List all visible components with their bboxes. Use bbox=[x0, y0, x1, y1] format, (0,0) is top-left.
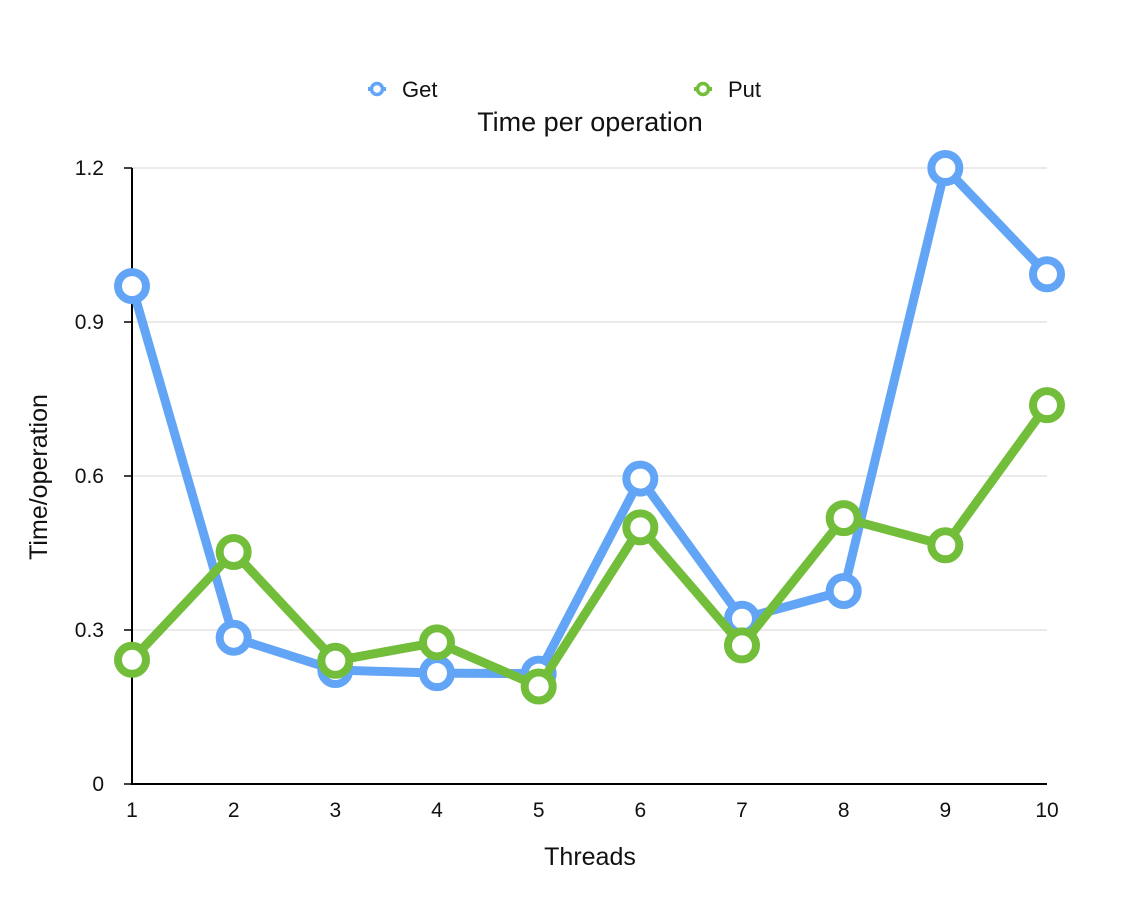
x-tick-label: 9 bbox=[939, 799, 951, 822]
data-point bbox=[724, 627, 760, 664]
legend-item-put: Put bbox=[694, 77, 761, 102]
x-tick-label: 2 bbox=[228, 799, 240, 822]
legend: Get Put bbox=[368, 77, 761, 102]
data-point bbox=[825, 572, 862, 609]
x-axis-ticks: 1 2 3 4 5 6 7 8 9 10 bbox=[126, 799, 1059, 822]
y-tick-label: 0.3 bbox=[75, 619, 104, 642]
series-layer bbox=[114, 150, 1065, 705]
series-line-put bbox=[127, 400, 1052, 691]
data-point bbox=[419, 624, 455, 661]
y-tick-label: 0.9 bbox=[75, 311, 104, 334]
data-point bbox=[1029, 256, 1065, 293]
data-point bbox=[419, 655, 455, 692]
data-point bbox=[927, 150, 964, 186]
x-tick-label: 8 bbox=[838, 799, 850, 822]
legend-item-get: Get bbox=[368, 77, 437, 102]
y-tick-label: 1.2 bbox=[75, 157, 104, 180]
x-tick-label: 5 bbox=[533, 799, 545, 822]
data-point bbox=[114, 268, 150, 305]
y-axis-ticks: 0 0.3 0.6 0.9 1.2 bbox=[75, 157, 132, 796]
x-tick-label: 3 bbox=[329, 799, 341, 822]
x-tick-label: 6 bbox=[634, 799, 646, 822]
chart-title: Time per operation bbox=[477, 107, 703, 137]
data-point bbox=[317, 642, 354, 679]
gridlines bbox=[132, 167, 1047, 631]
x-tick-label: 4 bbox=[431, 799, 443, 822]
data-point bbox=[114, 641, 150, 678]
data-point bbox=[520, 668, 557, 705]
x-tick-label: 7 bbox=[736, 799, 748, 822]
series-put bbox=[114, 387, 1065, 705]
y-axis-label: Time/operation bbox=[25, 394, 53, 560]
data-point bbox=[622, 509, 659, 546]
legend-swatch-marker bbox=[695, 81, 711, 97]
x-tick-label: 10 bbox=[1035, 799, 1058, 822]
legend-label: Put bbox=[728, 77, 761, 102]
data-point bbox=[215, 619, 252, 656]
data-point bbox=[825, 500, 862, 537]
legend-label: Get bbox=[402, 77, 437, 102]
data-point bbox=[1029, 387, 1065, 424]
data-point bbox=[927, 527, 964, 564]
data-point bbox=[215, 533, 252, 570]
y-tick-label: 0 bbox=[92, 773, 104, 796]
x-axis-label: Threads bbox=[544, 843, 636, 871]
legend-swatch-marker bbox=[369, 81, 385, 97]
series-line-get bbox=[127, 163, 1052, 679]
y-tick-label: 0.6 bbox=[75, 465, 104, 488]
x-tick-label: 1 bbox=[126, 799, 138, 822]
data-point bbox=[622, 460, 659, 497]
